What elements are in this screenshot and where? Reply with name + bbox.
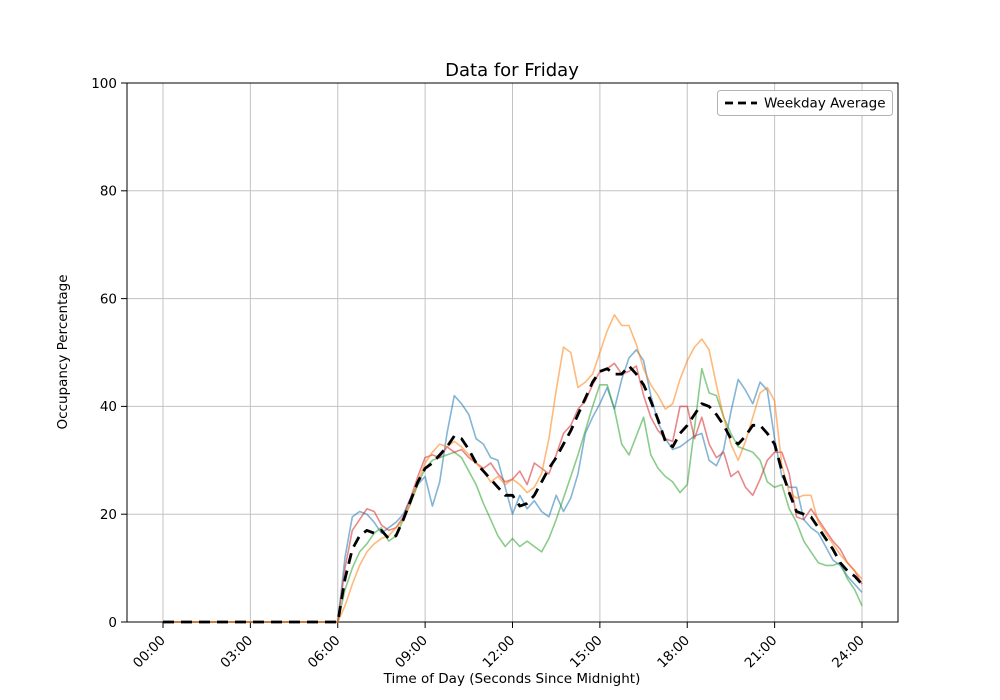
x-axis-label: Time of Day (Seconds Since Midnight) bbox=[383, 671, 641, 687]
x-tick-label: 21:00 bbox=[742, 633, 781, 672]
chart-title: Data for Friday bbox=[445, 60, 579, 81]
x-tick-label: 09:00 bbox=[392, 633, 431, 672]
x-tick-label: 15:00 bbox=[567, 633, 606, 672]
y-tick-label: 100 bbox=[91, 76, 117, 92]
y-tick-label: 80 bbox=[100, 184, 117, 200]
x-tick-label: 06:00 bbox=[305, 633, 344, 672]
y-tick-label: 20 bbox=[100, 507, 117, 523]
legend: Weekday Average bbox=[717, 90, 893, 116]
series-line-weekday-average bbox=[163, 364, 864, 624]
x-tick-label: 24:00 bbox=[829, 633, 868, 672]
x-tick-label: 03:00 bbox=[217, 633, 256, 672]
y-axis-label: Occupancy Percentage bbox=[55, 274, 71, 429]
y-tick-label: 60 bbox=[100, 291, 117, 307]
grid-lines bbox=[127, 82, 898, 623]
x-tick-label: 12:00 bbox=[480, 633, 519, 672]
y-tick-labels: 0 20 40 60 80 100 bbox=[91, 76, 117, 631]
y-tick-label: 40 bbox=[100, 399, 117, 415]
data-series-lines bbox=[163, 313, 864, 624]
legend-frame bbox=[717, 90, 893, 116]
legend-label: Weekday Average bbox=[764, 96, 886, 112]
x-tick-labels: 00:00 03:00 06:00 09:00 12:00 15:00 18:00 21:00… bbox=[130, 633, 868, 672]
x-tick-label: 18:00 bbox=[654, 633, 693, 672]
axis-ticks bbox=[121, 82, 863, 628]
y-tick-label: 0 bbox=[108, 615, 117, 631]
x-tick-label: 00:00 bbox=[130, 633, 169, 672]
